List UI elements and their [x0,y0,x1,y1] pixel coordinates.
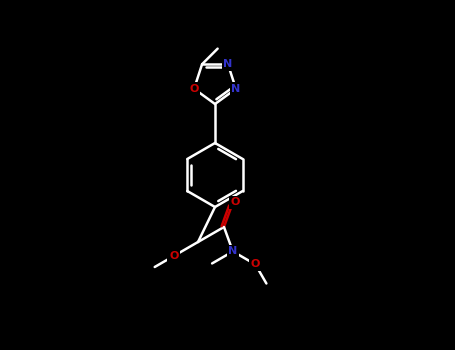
Text: O: O [251,259,260,270]
Text: O: O [231,197,240,207]
Text: N: N [223,59,233,69]
Text: N: N [231,84,241,94]
Text: O: O [189,84,199,94]
Text: N: N [228,246,238,257]
Text: O: O [169,251,178,261]
